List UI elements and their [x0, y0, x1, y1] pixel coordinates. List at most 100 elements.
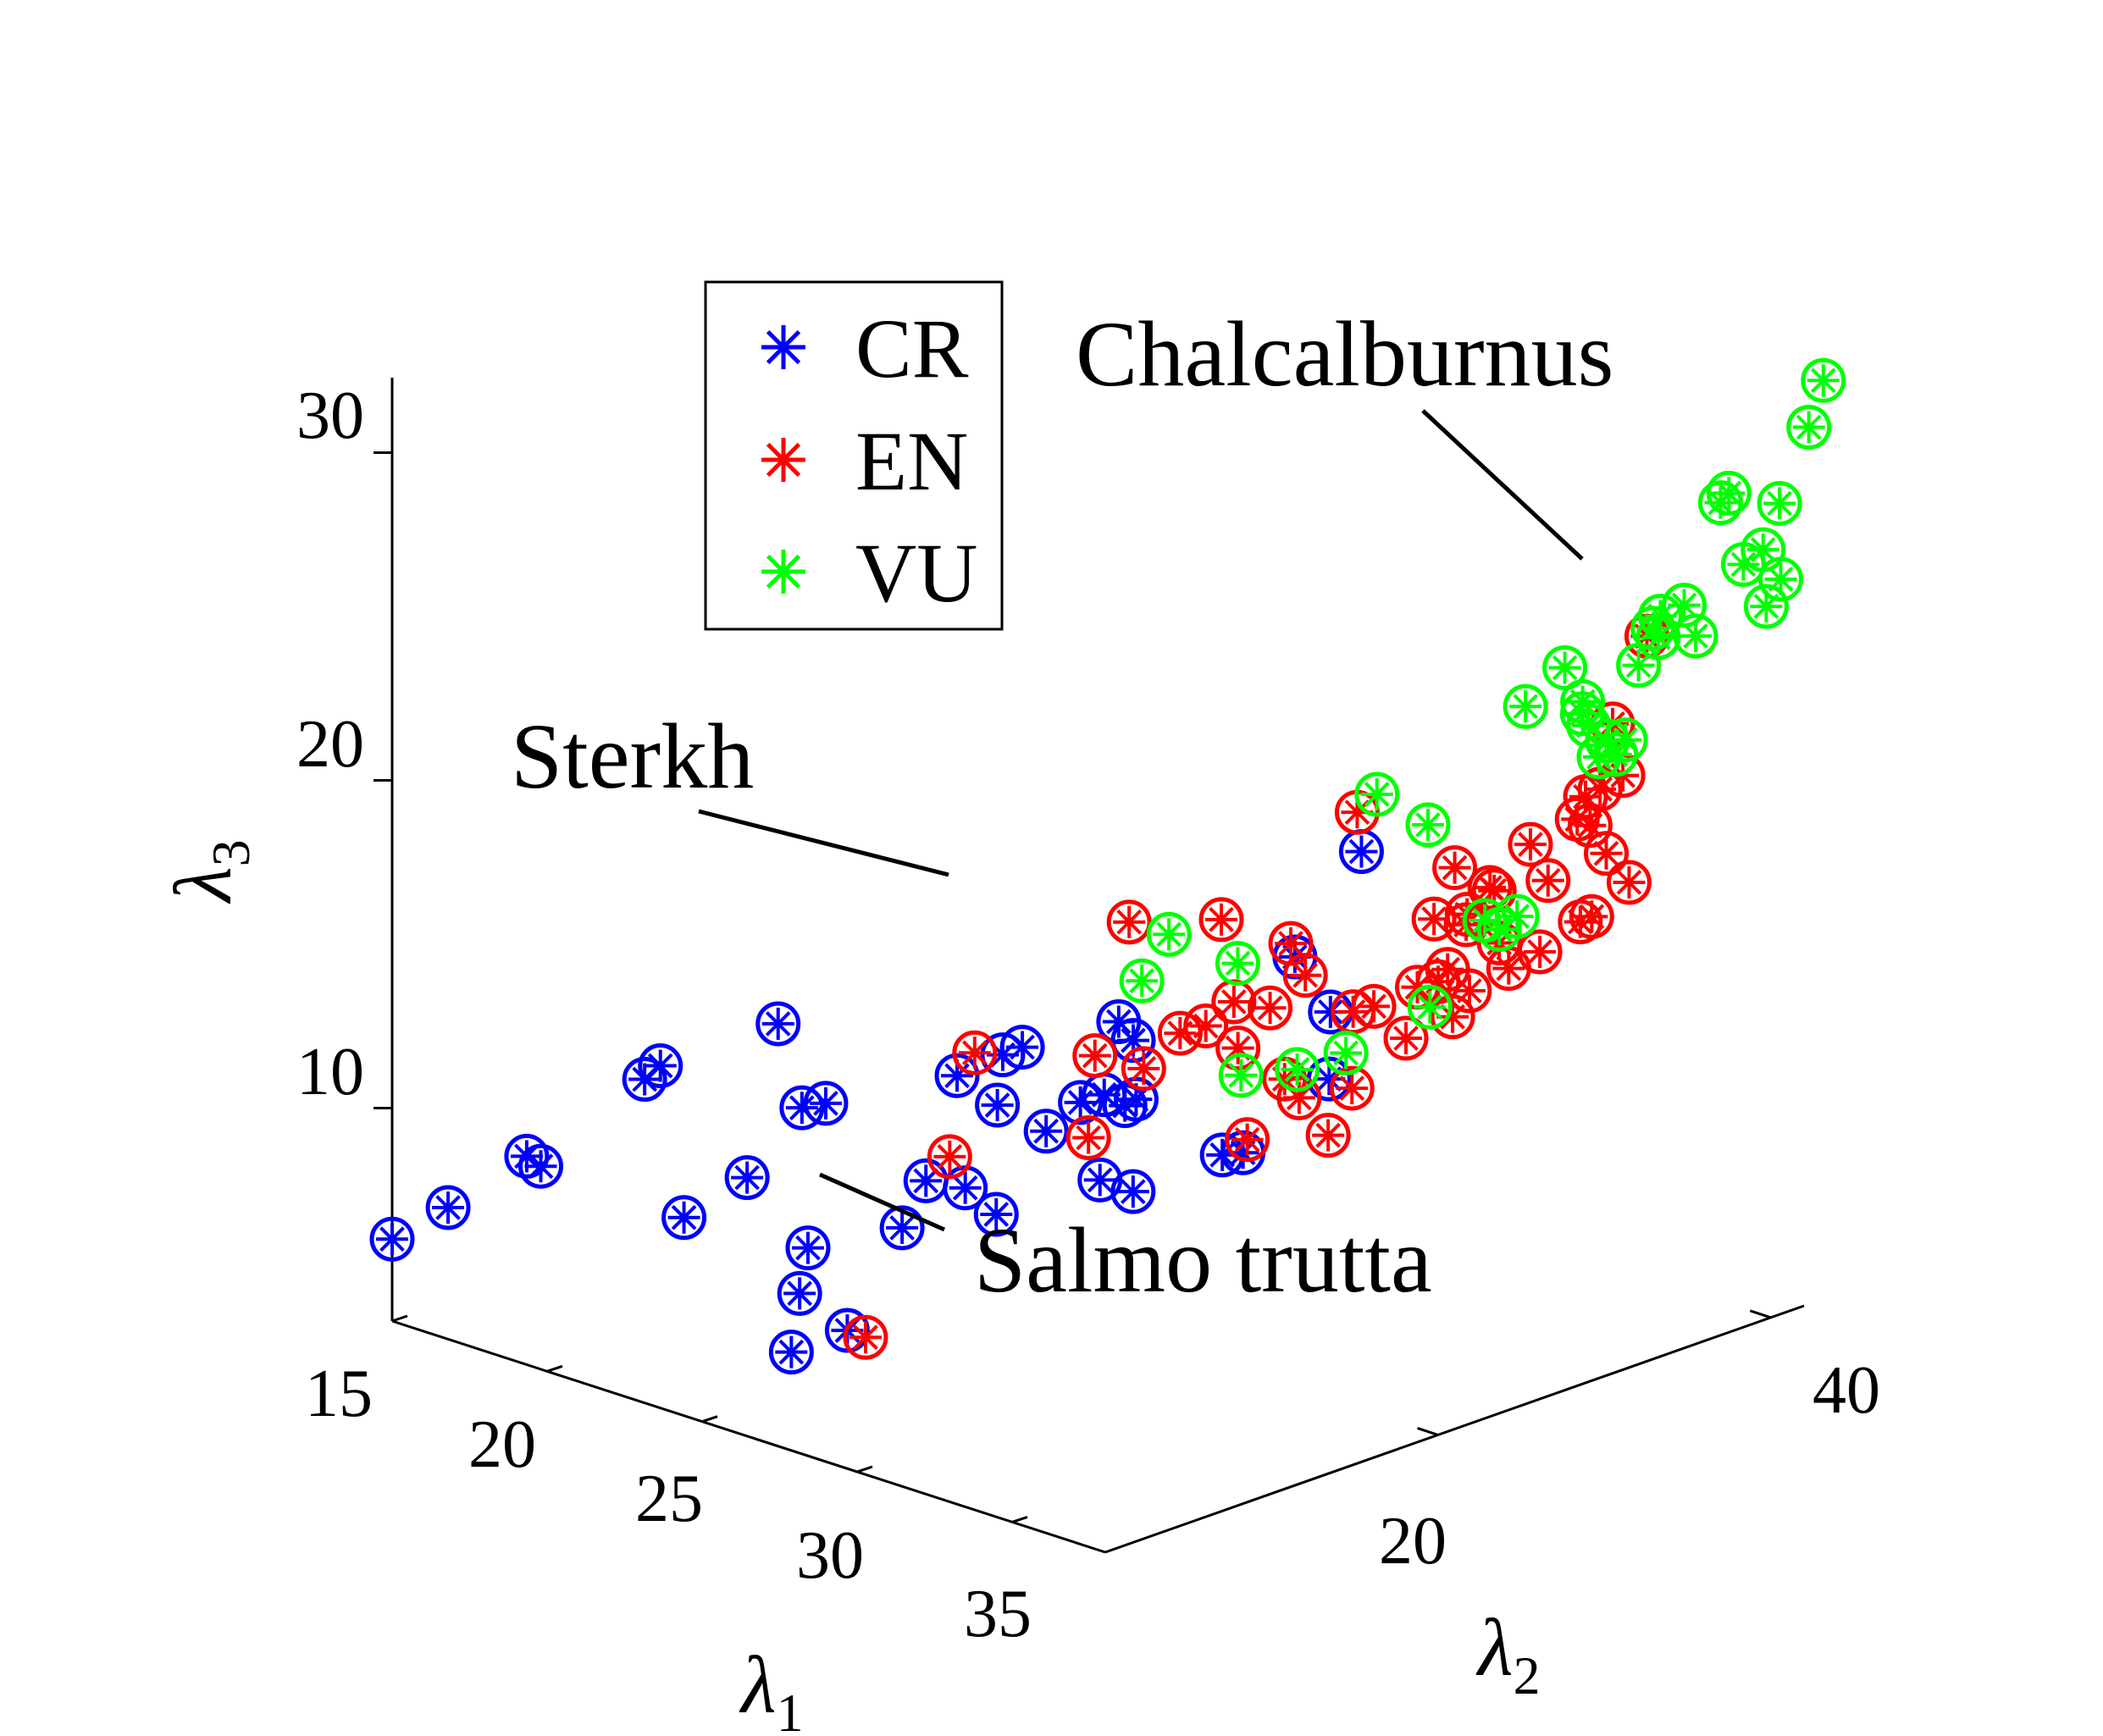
- point-en-0: [843, 1314, 888, 1360]
- y-axis-title: λ2: [1475, 1602, 1541, 1706]
- point-vu-23: [1323, 1030, 1369, 1075]
- x-tick-25: [701, 1415, 718, 1424]
- y-tick-label-40: 40: [1812, 1353, 1880, 1428]
- point-en-14: [1225, 1117, 1270, 1163]
- point-en-4: [1072, 1033, 1118, 1079]
- z-axis-title-symbol: λ: [158, 866, 248, 904]
- point-cr-10: [803, 1081, 849, 1126]
- point-vu-33: [1801, 357, 1846, 403]
- y-tick-labels: 20 40: [1379, 1353, 1880, 1578]
- point-en-34: [1525, 858, 1571, 904]
- point-en-35: [1517, 929, 1563, 975]
- annotation-label-sterkh: Sterkh: [511, 705, 754, 808]
- y-axis-title-subscript: 2: [1514, 1645, 1541, 1706]
- point-vu-35: [1637, 594, 1683, 639]
- data-points: [369, 357, 1846, 1375]
- point-vu-26: [1706, 470, 1752, 516]
- point-en-26: [1383, 1015, 1429, 1061]
- point-cr-0: [369, 1216, 415, 1262]
- point-vu-31: [1757, 480, 1802, 526]
- point-en-16: [1329, 1065, 1375, 1111]
- point-cr-7: [724, 1155, 770, 1201]
- point-vu-12: [1560, 679, 1606, 725]
- z-tick-labels: 10 20 30: [296, 379, 364, 1109]
- legend-box: [704, 280, 1004, 631]
- point-vu-19: [1576, 734, 1622, 780]
- point-vu-21: [1462, 898, 1508, 943]
- point-en-21: [1106, 899, 1152, 945]
- point-en-48: [1447, 968, 1492, 1014]
- point-cr-21: [973, 1191, 1019, 1237]
- point-en-39: [1606, 860, 1652, 905]
- point-en-9: [1248, 985, 1293, 1031]
- point-en-3: [1121, 1046, 1166, 1092]
- z-tick-label-30: 30: [296, 379, 364, 453]
- legend-label-cr: CR: [855, 301, 969, 395]
- point-en-27: [1432, 845, 1478, 891]
- point-vu-9: [1542, 645, 1588, 691]
- point-cr-1: [425, 1185, 471, 1230]
- x-tick-label-15: 15: [305, 1357, 373, 1431]
- point-en-6: [1157, 1010, 1203, 1056]
- point-en-46: [1471, 868, 1517, 914]
- y-tick-20: [1417, 1426, 1439, 1436]
- z-tick-label-20: 20: [296, 707, 364, 782]
- point-vu-20: [1602, 717, 1648, 763]
- legend-label-en: EN: [855, 414, 968, 508]
- z-axis-title: λ3: [158, 839, 261, 904]
- x-axis-title-subscript: 1: [777, 1683, 804, 1736]
- axes: [390, 378, 1805, 1554]
- annotation-line-chalcalburnus: [1421, 409, 1584, 561]
- point-cr-34: [1110, 1169, 1156, 1214]
- legend-markers: [761, 325, 805, 594]
- point-en-11: [1282, 953, 1328, 998]
- x-axis-title: λ1: [739, 1639, 804, 1736]
- annotation-line-salmo-trutta: [818, 1172, 946, 1232]
- point-vu-22: [1407, 984, 1453, 1030]
- point-en-5: [1065, 1115, 1111, 1161]
- point-cr-6: [661, 1195, 707, 1241]
- x-tick-label-25: 25: [635, 1462, 703, 1536]
- point-en-49: [1211, 979, 1257, 1025]
- x-axis-line: [391, 1319, 1106, 1554]
- point-cr-27: [1110, 1018, 1156, 1064]
- point-en-15: [1305, 1113, 1351, 1158]
- point-en-10: [1268, 921, 1314, 966]
- x-tick-35: [1011, 1515, 1028, 1523]
- legend-marker-cr: [761, 325, 805, 369]
- z-tick-label-10: 10: [296, 1035, 364, 1109]
- y-axis-line: [1104, 1304, 1805, 1554]
- point-en-37: [1569, 893, 1614, 939]
- point-en-45: [1567, 803, 1613, 849]
- point-vu-30: [1741, 527, 1786, 572]
- legend-marker-vu: [761, 550, 805, 594]
- point-cr-5: [638, 1043, 683, 1089]
- y-axis-title-symbol: λ: [1475, 1602, 1514, 1693]
- point-cr-36: [975, 1082, 1021, 1128]
- legend-marker-en: [761, 438, 805, 482]
- point-cr-13: [777, 1270, 822, 1316]
- point-cr-8: [755, 1001, 801, 1047]
- point-en-13: [1276, 1075, 1322, 1120]
- point-vu-24: [1275, 1047, 1320, 1092]
- point-vu-32: [1786, 405, 1832, 451]
- point-vu-18: [1662, 583, 1707, 628]
- point-en-32: [1508, 821, 1553, 867]
- point-en-28: [1411, 896, 1457, 942]
- x-tick-label-20: 20: [468, 1407, 536, 1482]
- point-cr-12: [768, 1330, 814, 1375]
- point-cr-11: [785, 1225, 831, 1271]
- point-vu-5: [1405, 802, 1451, 848]
- point-en-2: [927, 1134, 972, 1180]
- point-vu-15: [1616, 643, 1662, 688]
- point-cr-32: [1338, 829, 1384, 875]
- annotation-label-salmo-trutta: Salmo trutta: [974, 1208, 1432, 1312]
- point-cr-26: [1096, 998, 1142, 1044]
- point-cr-22: [1058, 1080, 1104, 1125]
- point-vu-1: [1146, 911, 1192, 957]
- point-en-1: [952, 1030, 998, 1075]
- point-en-18: [1351, 983, 1397, 1029]
- point-vu-8: [1503, 683, 1548, 729]
